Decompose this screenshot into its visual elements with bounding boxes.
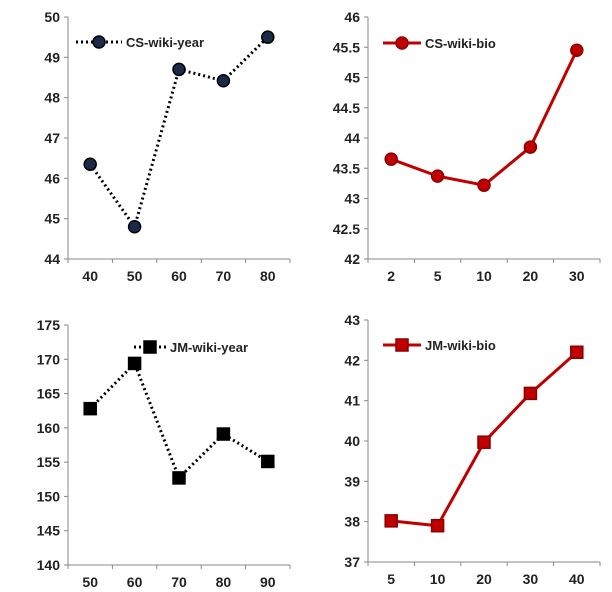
x-tick-label: 90 xyxy=(260,574,276,590)
data-point xyxy=(523,386,538,401)
data-point xyxy=(216,73,231,88)
data-point xyxy=(127,356,142,371)
y-tick-label: 48 xyxy=(44,90,60,106)
x-tick-label: 30 xyxy=(569,268,585,284)
legend-label: CS-wiki-bio xyxy=(425,36,496,51)
data-point xyxy=(570,345,584,360)
y-tick-label: 150 xyxy=(37,488,61,504)
y-tick-label: 145 xyxy=(37,523,61,539)
x-tick-label: 40 xyxy=(82,268,98,284)
y-tick-label: 47 xyxy=(44,130,60,146)
x-tick-label: 5 xyxy=(434,268,442,284)
legend-marker xyxy=(92,35,106,49)
y-tick-label: 160 xyxy=(37,420,61,436)
y-tick-label: 46 xyxy=(344,9,360,25)
data-point xyxy=(570,43,584,58)
series-line xyxy=(89,361,269,480)
data-point xyxy=(430,169,445,183)
x-tick-label: 50 xyxy=(82,574,98,590)
x-tick-label: 70 xyxy=(216,268,232,284)
x-tick-label: 20 xyxy=(476,571,492,587)
y-tick-label: 43.5 xyxy=(333,160,360,176)
data-point xyxy=(83,401,97,416)
y-tick-label: 43 xyxy=(344,312,360,328)
y-tick-label: 50 xyxy=(44,9,60,25)
data-point xyxy=(523,140,538,154)
y-tick-label: 175 xyxy=(37,317,61,333)
data-point xyxy=(127,219,142,234)
legend-marker xyxy=(395,36,409,50)
y-tick-label: 40 xyxy=(344,433,360,449)
series-line xyxy=(390,49,579,187)
data-point xyxy=(477,178,491,192)
legend: JM-wiki-year xyxy=(134,340,248,355)
data-point xyxy=(172,471,186,485)
legend: CS-wiki-year xyxy=(76,35,204,50)
data-point xyxy=(430,518,445,533)
x-tick-label: 10 xyxy=(430,571,446,587)
data-point xyxy=(384,152,398,166)
y-tick-label: 39 xyxy=(344,473,360,489)
y-tick-label: 44.5 xyxy=(333,100,360,116)
data-point xyxy=(216,427,231,441)
x-tick-label: 80 xyxy=(260,268,276,284)
y-tick-label: 170 xyxy=(37,351,61,367)
legend-label: JM-wiki-bio xyxy=(425,338,496,353)
data-point xyxy=(172,62,186,77)
x-tick-label: 5 xyxy=(387,571,395,587)
y-tick-label: 45 xyxy=(344,70,360,86)
legend: CS-wiki-bio xyxy=(383,36,496,51)
y-tick-label: 44 xyxy=(44,251,60,267)
y-tick-label: 140 xyxy=(37,557,61,573)
y-tick-label: 46 xyxy=(44,170,60,186)
y-tick-label: 41 xyxy=(344,393,360,409)
data-point xyxy=(261,454,275,469)
y-tick-label: 45 xyxy=(44,211,60,227)
data-point xyxy=(83,157,97,171)
x-tick-label: 60 xyxy=(171,268,187,284)
y-tick-label: 44 xyxy=(344,130,360,146)
y-tick-label: 38 xyxy=(344,514,360,530)
x-tick-label: 60 xyxy=(127,574,143,590)
data-point xyxy=(261,30,275,44)
data-point xyxy=(384,514,398,528)
y-tick-label: 42 xyxy=(344,352,360,368)
x-tick-label: 80 xyxy=(216,574,232,590)
data-point xyxy=(477,435,491,449)
chart-panel-2: 42 42.5 43 43.5 44 44.5 45 45.5 46 2 5 10 20 30 CS-wik… xyxy=(333,9,601,284)
x-tick-label: 70 xyxy=(171,574,187,590)
chart-panel-3: 140 145 150 155 160 165 170 175 50 60 70 80 90 JM-wik… xyxy=(37,317,291,590)
y-tick-label: 155 xyxy=(37,454,61,470)
x-tick-label: 20 xyxy=(523,268,539,284)
y-tick-label: 165 xyxy=(37,386,61,402)
x-tick-label: 30 xyxy=(523,571,539,587)
chart-panel-4: 37 38 39 40 41 42 43 5 10 20 30 40 JM-wiki-bio xyxy=(344,312,601,587)
y-tick-label: 49 xyxy=(44,49,60,65)
legend-marker xyxy=(395,338,409,352)
x-tick-label: 10 xyxy=(476,268,492,284)
y-tick-label: 45.5 xyxy=(333,39,360,55)
y-tick-label: 42.5 xyxy=(333,221,360,237)
y-tick-label: 43 xyxy=(344,191,360,207)
y-tick-label: 37 xyxy=(344,554,360,570)
x-tick-label: 2 xyxy=(387,268,395,284)
x-tick-label: 40 xyxy=(569,571,585,587)
legend: JM-wiki-bio xyxy=(383,338,496,353)
x-tick-label: 50 xyxy=(127,268,143,284)
legend-marker xyxy=(143,340,157,354)
y-tick-label: 42 xyxy=(344,251,360,267)
chart-panel-1: 44 45 46 47 48 49 50 40 50 60 70 80 CS-wiki-year xyxy=(44,9,291,284)
legend-label: CS-wiki-year xyxy=(126,35,204,50)
legend-label: JM-wiki-year xyxy=(170,340,248,355)
